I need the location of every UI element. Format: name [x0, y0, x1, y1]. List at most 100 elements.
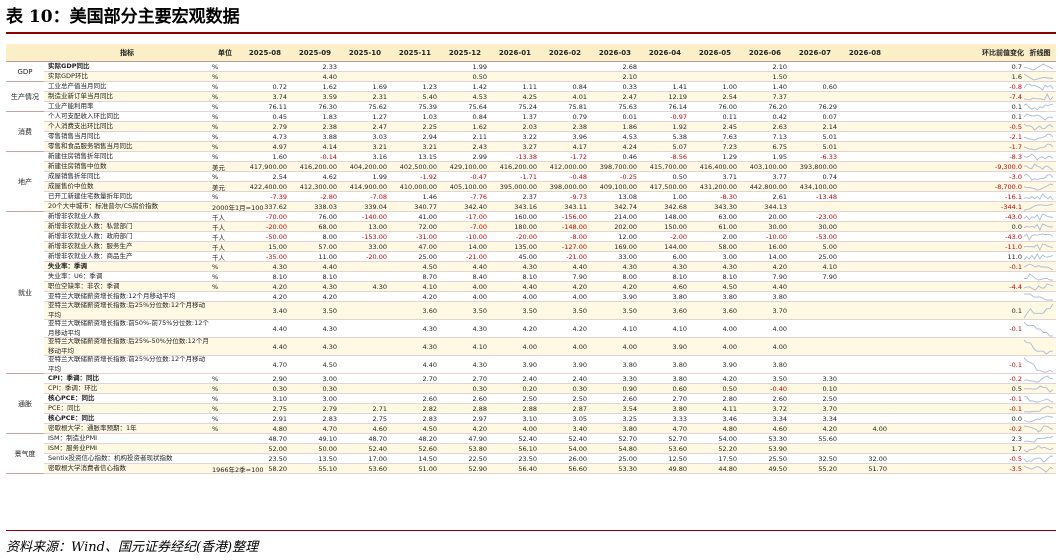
month-value: 4.20: [272, 292, 287, 301]
table-row: 工业产能利用率% 76.11 76.30 75.62 75.39 75.64 75.24 75…: [44, 102, 1056, 112]
unit-label: %: [212, 192, 219, 201]
month-value: 3.50: [622, 306, 637, 315]
month-value: 2.60: [472, 394, 487, 403]
indicator-label: 成屋销售折年同比: [48, 172, 100, 180]
month-value: 3.90: [572, 360, 587, 369]
sparkline-path: [1023, 395, 1054, 403]
indicator-label: 亚特兰大联储薪资增长指数:后25%-50%分位数:12个月移动平均: [48, 338, 209, 355]
month-value: 2.37: [522, 192, 537, 201]
month-value: 16.00: [768, 242, 787, 251]
month-value: 8.10: [672, 272, 687, 281]
month-value: 3.70: [772, 306, 787, 315]
month-value: 76.29: [818, 102, 837, 111]
month-value: 4.14: [322, 142, 337, 151]
unit-label: %: [212, 152, 219, 161]
month-value: 13.00: [368, 222, 387, 231]
month-value: 52.60: [418, 444, 437, 453]
unit-label: %: [212, 414, 219, 423]
month-value: [490, 72, 537, 81]
month-value: 76.11: [268, 102, 287, 111]
sparkline-path: [1023, 415, 1053, 423]
sparkline-chart: [1023, 193, 1054, 201]
month-value: 3.59: [322, 92, 337, 101]
header-month: 2025-09: [298, 49, 332, 57]
month-value: 58.20: [268, 464, 287, 473]
month-value: 49.50: [768, 464, 787, 473]
month-value: 0.90: [622, 384, 637, 393]
month-value: 2.45: [722, 122, 737, 131]
month-value: 4.50: [422, 262, 437, 271]
month-value: [340, 272, 387, 281]
unit-label: %: [212, 424, 219, 433]
change-value: 0.7: [1011, 62, 1022, 71]
month-value: 135.00: [514, 242, 537, 251]
month-value: -8.30: [720, 192, 737, 201]
month-value: 6.00: [672, 252, 687, 261]
unit-label: %: [212, 384, 219, 393]
header-unit: 单位: [218, 49, 232, 57]
change-value: -0.1: [1009, 262, 1022, 271]
source-note: 资料来源：Wind、国元证券经纪(香港)整理: [6, 540, 259, 555]
month-value: 4.70: [272, 360, 287, 369]
indicator-label: 新增非农就业人数：政府部门: [48, 232, 133, 240]
month-value: 4.30: [622, 262, 637, 271]
sparkline-chart: [1023, 425, 1054, 433]
month-value: 4.20: [522, 324, 537, 333]
table-row: 密歇根大学消费者信心指数 1966年2季=100 58.20 55.10 53.60 51…: [44, 464, 1056, 474]
month-value: [640, 62, 687, 71]
month-value: 4.60: [772, 424, 787, 433]
sparkline-chart: [1023, 395, 1054, 403]
month-value: 52.00: [268, 444, 287, 453]
month-value: 32.00: [868, 454, 887, 463]
month-value: 56.40: [518, 464, 537, 473]
month-value: 57.00: [318, 242, 337, 251]
month-value: 76.30: [318, 102, 337, 111]
month-value: 53.30: [768, 434, 787, 443]
table-row: Sentix投资信心指数：机构投资者现状指数 23.50 13.50 17.00 14.…: [44, 454, 1056, 464]
change-value: -0.2: [1009, 374, 1022, 383]
month-value: [340, 72, 387, 81]
indicator-label: 密歇根大学：通胀率预期：1年: [48, 424, 137, 432]
indicator-label: 亚特兰大联储薪资增长指数:前25%分位数:12个月移动平均: [48, 356, 206, 373]
month-value: [840, 102, 887, 111]
month-value: 3.33: [672, 414, 687, 423]
indicator-label: CPI：季调：环比: [48, 384, 98, 392]
month-value: 2.82: [422, 404, 437, 413]
month-value: -53.00: [816, 232, 837, 241]
month-value: 4.00: [722, 342, 737, 351]
change-value: -2.1: [1009, 132, 1022, 141]
change-value: -344.1: [1001, 202, 1022, 211]
month-value: 3.80: [722, 292, 737, 301]
month-value: -0.48: [570, 172, 587, 181]
month-value: 4.53: [472, 92, 487, 101]
month-value: 4.10: [472, 342, 487, 351]
month-value: 7.90: [822, 272, 837, 281]
sparkline-chart: [1024, 273, 1053, 281]
sparkline-path: [1023, 445, 1054, 453]
month-value: 4.20: [572, 324, 587, 333]
month-value: -1.72: [570, 152, 587, 161]
month-value: 47.90: [468, 434, 487, 443]
month-value: [540, 72, 587, 81]
month-value: 3.27: [522, 142, 537, 151]
month-value: 8.00: [322, 232, 337, 241]
table-row: 核心PCE：同比% 3.10 3.00 2.60 2.60 2.50 2.50 2.60 2.7…: [44, 394, 1056, 404]
month-value: 1.23: [422, 82, 437, 91]
month-value: 4.40: [422, 360, 437, 369]
month-value: 3.77: [772, 172, 787, 181]
month-value: 4.10: [672, 324, 687, 333]
month-value: 1.41: [672, 82, 687, 91]
month-value: -20.00: [366, 252, 387, 261]
month-value: 7.90: [572, 272, 587, 281]
month-value: 76.00: [318, 212, 337, 221]
month-value: 2.60: [772, 394, 787, 403]
month-value: 405,100.00: [449, 182, 487, 191]
month-value: 8.10: [522, 272, 537, 281]
change-value: -0.5: [1009, 122, 1022, 131]
month-value: 2.10: [622, 72, 637, 81]
month-value: [790, 292, 837, 301]
month-value: 4.24: [622, 142, 637, 151]
month-value: [840, 122, 887, 131]
month-value: 4.97: [272, 142, 287, 151]
unit-label: %: [212, 394, 219, 403]
